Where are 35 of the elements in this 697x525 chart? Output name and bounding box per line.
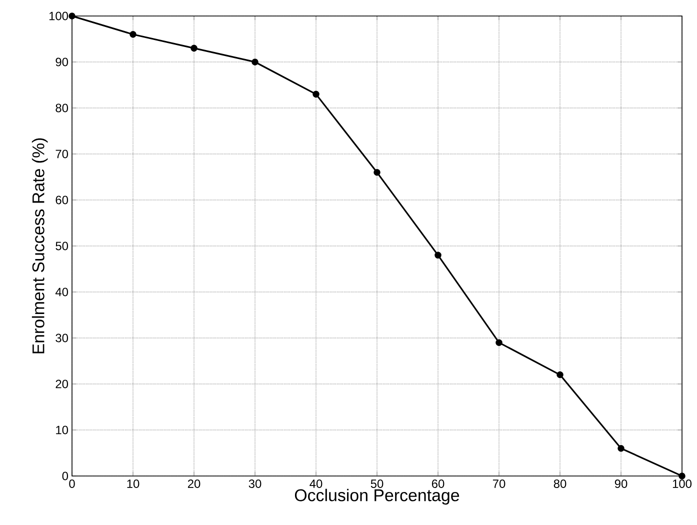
x-tick-label: 40 bbox=[310, 480, 322, 488]
point bbox=[434, 252, 442, 259]
point bbox=[496, 339, 502, 346]
y-tick-label: 40 bbox=[55, 288, 68, 296]
point bbox=[618, 444, 624, 452]
y-axis-title: Enrolment Success Rate (%) bbox=[32, 138, 48, 354]
point bbox=[312, 90, 320, 98]
point bbox=[68, 12, 76, 20]
x-tick-label: 50 bbox=[370, 480, 384, 488]
point bbox=[374, 168, 380, 176]
x-tick-label: 20 bbox=[188, 480, 200, 488]
y-tick-label: 20 bbox=[56, 380, 68, 388]
y-tick-label: 30 bbox=[56, 334, 68, 342]
x-tick-label: 100 bbox=[672, 480, 692, 488]
point bbox=[678, 472, 686, 480]
y-tick-label: 100 bbox=[49, 12, 68, 20]
x-tick-label: 60 bbox=[432, 480, 444, 488]
y-tick-label: 70 bbox=[56, 150, 68, 158]
y-tick-label: 50 bbox=[56, 242, 68, 250]
point bbox=[556, 371, 564, 378]
x-axis-title: Occlusion Percentage bbox=[294, 488, 460, 505]
x-tick-label: 10 bbox=[127, 480, 140, 488]
y-tick-label: 10 bbox=[56, 426, 68, 434]
y-tick-label: 60 bbox=[56, 196, 68, 204]
point bbox=[190, 44, 198, 52]
point bbox=[130, 30, 136, 38]
y-tick-label: 80 bbox=[56, 104, 68, 112]
y-tick-label: 0 bbox=[62, 472, 68, 480]
point bbox=[252, 58, 258, 66]
x-tick-label: 90 bbox=[614, 480, 628, 488]
x-tick-label: 80 bbox=[554, 480, 566, 488]
y-tick-label: 90 bbox=[56, 58, 68, 66]
x-tick-label: 0 bbox=[69, 480, 75, 488]
x-tick-label: 30 bbox=[248, 480, 262, 488]
x-tick-label: 70 bbox=[492, 480, 506, 488]
